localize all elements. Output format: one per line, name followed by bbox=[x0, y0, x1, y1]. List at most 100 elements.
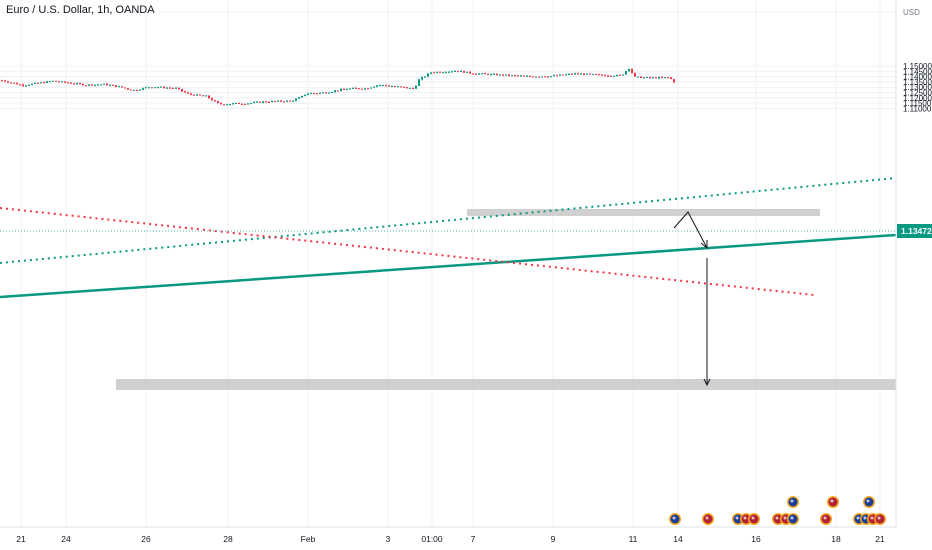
candle-body bbox=[160, 86, 162, 88]
candle-body bbox=[319, 92, 321, 94]
candle-body bbox=[358, 88, 360, 90]
price-axis-label: 1.12500 bbox=[903, 89, 932, 98]
candle-body bbox=[19, 84, 21, 86]
time-axis-label: 01:00 bbox=[421, 534, 443, 544]
flag-detail bbox=[863, 516, 867, 520]
price-axis-label: 1.11000 bbox=[903, 104, 932, 113]
candle-body bbox=[466, 71, 468, 73]
candle-body bbox=[331, 91, 333, 93]
candle-body bbox=[526, 75, 528, 77]
candle-body bbox=[616, 75, 618, 77]
price-axis-label: 1.11500 bbox=[903, 99, 932, 108]
candle-body bbox=[112, 84, 114, 86]
candle-body bbox=[256, 101, 258, 103]
time-axis-label: 26 bbox=[141, 534, 151, 544]
candle-body bbox=[274, 101, 276, 103]
candle-body bbox=[202, 95, 204, 97]
candle-body bbox=[91, 84, 93, 86]
time-axis-label: 7 bbox=[471, 534, 476, 544]
candle-body bbox=[637, 76, 639, 78]
candle-body bbox=[667, 77, 669, 79]
candle-body bbox=[529, 75, 531, 77]
candle-body bbox=[316, 93, 318, 95]
candle-body bbox=[430, 72, 432, 74]
candle-body bbox=[424, 76, 426, 78]
time-axis-label: 21 bbox=[16, 534, 26, 544]
candle-body bbox=[406, 87, 408, 89]
candle-body bbox=[259, 101, 261, 103]
candle-body bbox=[397, 86, 399, 88]
candle-body bbox=[607, 75, 609, 77]
candle-body bbox=[442, 72, 444, 74]
candle-body bbox=[511, 75, 513, 77]
flag-detail bbox=[751, 516, 755, 520]
candle-body bbox=[589, 73, 591, 75]
candle-body bbox=[532, 76, 534, 78]
candle-body bbox=[649, 77, 651, 79]
candle-body bbox=[523, 75, 525, 77]
candle-body bbox=[445, 72, 447, 74]
candle-body bbox=[337, 90, 339, 92]
candle-body bbox=[124, 87, 126, 89]
candle-body bbox=[415, 85, 417, 89]
candle-body bbox=[211, 98, 213, 101]
candle-body bbox=[73, 83, 75, 85]
candle-body bbox=[610, 75, 612, 77]
candle-body bbox=[295, 98, 297, 101]
price-axis-label: 1.13000 bbox=[903, 83, 932, 92]
candle-body bbox=[463, 70, 465, 73]
candle-body bbox=[253, 102, 255, 104]
time-axis-label: 28 bbox=[223, 534, 233, 544]
event-markers bbox=[669, 496, 886, 525]
candle-body bbox=[220, 103, 222, 105]
current-price-tag bbox=[897, 224, 932, 238]
candle-body bbox=[376, 85, 378, 87]
candle-body bbox=[343, 88, 345, 90]
candle-body bbox=[574, 73, 576, 75]
candle-body bbox=[565, 74, 567, 76]
candle-body bbox=[103, 83, 105, 85]
candle-body bbox=[139, 89, 141, 91]
candle-body bbox=[67, 82, 69, 84]
candle-body bbox=[106, 83, 108, 86]
candle-body bbox=[121, 86, 123, 88]
candle-body bbox=[133, 89, 135, 91]
candle-body bbox=[250, 103, 252, 105]
candle-body bbox=[136, 89, 138, 91]
candle-body bbox=[394, 86, 396, 88]
candle-body bbox=[496, 73, 498, 76]
candle-body bbox=[346, 89, 348, 91]
candle-body bbox=[217, 101, 219, 104]
flag-detail bbox=[790, 499, 794, 503]
flag-detail bbox=[823, 516, 827, 520]
candle-body bbox=[145, 87, 147, 89]
candle-body bbox=[205, 95, 207, 97]
candle-body bbox=[64, 81, 66, 83]
candle-body bbox=[553, 75, 555, 77]
candle-body bbox=[484, 73, 486, 75]
candle-body bbox=[355, 87, 357, 89]
flag-detail bbox=[672, 516, 676, 520]
candle-body bbox=[214, 100, 216, 102]
candle-body bbox=[643, 77, 645, 79]
time-axis-label: 24 bbox=[61, 534, 71, 544]
candle-body bbox=[88, 84, 90, 86]
candle-body bbox=[334, 90, 336, 92]
candle-body bbox=[238, 103, 240, 105]
candle-body bbox=[322, 92, 324, 94]
candle-body bbox=[571, 73, 573, 75]
flag-detail bbox=[856, 516, 860, 520]
candle-body bbox=[388, 85, 390, 87]
candle-body bbox=[34, 82, 36, 84]
candle-body bbox=[268, 101, 270, 103]
candle-body bbox=[670, 77, 672, 80]
candle-body bbox=[82, 83, 84, 86]
candle-body bbox=[85, 85, 87, 87]
candle-body bbox=[55, 80, 57, 82]
candle-body bbox=[448, 71, 450, 73]
price-axis-label: 1.12000 bbox=[903, 94, 932, 103]
flag-detail bbox=[775, 516, 779, 520]
candle-body bbox=[271, 101, 273, 103]
